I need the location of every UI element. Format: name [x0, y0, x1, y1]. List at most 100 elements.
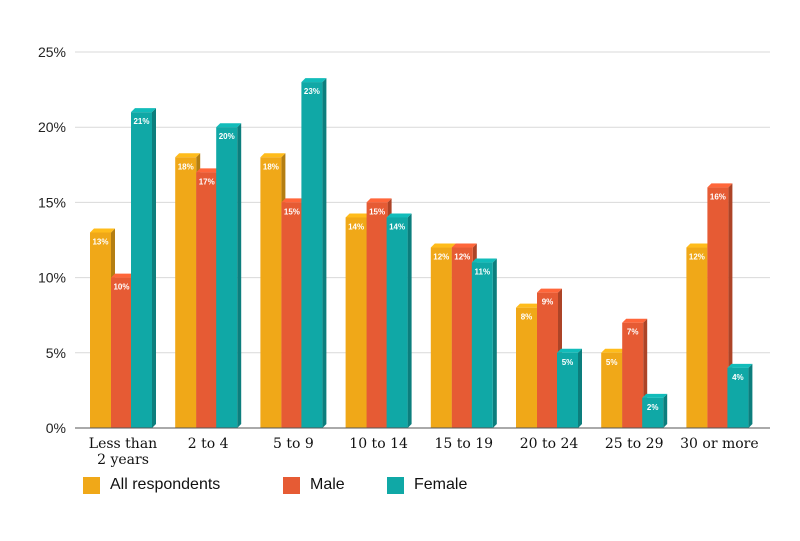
bar-female-30-or-more: [727, 367, 749, 428]
bar-top: [601, 348, 627, 353]
bar-female-20-to-24: [557, 352, 578, 428]
bar-top: [451, 243, 477, 248]
bar-top: [301, 78, 327, 83]
x-tick-label: 30 or more: [680, 436, 759, 452]
bar-side: [407, 213, 412, 428]
bar-male-20-to-24: [537, 292, 558, 428]
y-tick-label: 15%: [38, 194, 66, 210]
data-label: 11%: [475, 268, 491, 277]
bar-top: [430, 243, 456, 248]
y-tick-label: 20%: [38, 119, 66, 135]
legend-swatch-male: [283, 476, 300, 494]
bars: 13% 10% 21% 18% 17% 20% 18% 15% 23% 14% 15% 14% 12% 1…: [90, 78, 753, 428]
bar-male-2-to-4: [196, 172, 218, 428]
y-axis-ticks: 0% 5% 10% 15% 20% 25%: [38, 44, 66, 436]
bar-top: [386, 213, 412, 218]
x-tick-label: 2 to 4: [188, 436, 229, 452]
legend-label-female: Female: [414, 476, 468, 493]
data-label: 8%: [521, 313, 533, 322]
data-label: 5%: [562, 358, 574, 367]
x-tick-label: 25 to 29: [605, 436, 664, 452]
bar-female-less-than-2-years: [131, 112, 152, 428]
bar-top: [216, 123, 242, 128]
data-label: 21%: [133, 117, 149, 126]
bar-top: [557, 348, 582, 353]
bar-all-respondents-10-to-14: [345, 217, 367, 428]
bar-side: [152, 108, 156, 428]
x-tick-label: 15 to 19: [435, 436, 494, 452]
bar-male-10-to-14: [366, 202, 388, 428]
x-tick-label: 5 to 9: [273, 436, 314, 452]
bar-side: [578, 348, 582, 428]
data-label: 14%: [389, 222, 405, 231]
data-label: 17%: [199, 177, 215, 186]
bar-top: [281, 198, 307, 203]
bar-female-2-to-4: [216, 127, 238, 428]
legend-item-female: Female: [387, 476, 467, 494]
bar-side: [492, 258, 497, 428]
bar-male-5-to-9: [281, 202, 303, 428]
x-tick-label: 20 to 24: [520, 436, 579, 452]
data-label: 18%: [263, 162, 279, 171]
legend: All respondents Male Female: [0, 476, 800, 500]
bar-all-respondents-30-or-more: [686, 247, 708, 428]
legend-label-male: Male: [310, 476, 345, 493]
data-label: 18%: [178, 162, 194, 171]
data-label: 5%: [606, 358, 618, 367]
bar-top: [686, 243, 712, 248]
bar-all-respondents-2-to-4: [175, 157, 197, 428]
data-label: 16%: [710, 192, 726, 201]
bar-side: [322, 78, 327, 428]
bar-male-25-to-29: [622, 322, 644, 428]
legend-swatch-female: [387, 476, 404, 494]
bar-all-respondents-15-to-19: [430, 247, 452, 428]
bar-male-less-than-2-years: [111, 277, 132, 428]
bar-top: [471, 258, 497, 263]
y-tick-label: 10%: [38, 270, 66, 286]
data-label: 2%: [647, 403, 659, 412]
bar-male-15-to-19: [451, 247, 473, 428]
bar-top: [622, 318, 648, 323]
legend-item-all-respondents: All respondents: [83, 476, 220, 494]
y-tick-label: 0%: [46, 420, 66, 436]
data-label: 4%: [732, 373, 744, 382]
bar-side: [748, 363, 753, 428]
legend-label-all-respondents: All respondents: [110, 476, 221, 493]
y-tick-label: 5%: [46, 345, 66, 361]
data-label: 9%: [542, 298, 554, 307]
bar-side: [237, 123, 242, 428]
x-tick-label: Less than 2 years: [89, 436, 157, 468]
bar-female-5-to-9: [301, 82, 323, 428]
legend-swatch-all-respondents: [83, 476, 100, 494]
bar-side: [663, 393, 668, 428]
bar-top: [345, 213, 371, 218]
bar-top: [131, 108, 156, 113]
bar-female-25-to-29: [642, 397, 664, 428]
bar-all-respondents-25-to-29: [601, 352, 623, 428]
bar-top: [707, 183, 733, 188]
data-label: 12%: [433, 253, 449, 262]
bar-top: [90, 228, 115, 233]
x-axis-labels: Less than 2 years 2 to 4 5 to 9 10 to 14 15 t…: [89, 436, 759, 468]
legend-item-male: Male: [283, 476, 345, 494]
bar-top: [366, 198, 392, 203]
bar-top: [537, 288, 562, 293]
bar-top: [642, 393, 668, 398]
bar-chart: 0% 5% 10% 15% 20% 25% 13% 10% 21% 18% 17% 20% 18% 15…: [38, 44, 770, 468]
data-label: 15%: [284, 207, 300, 216]
data-label: 10%: [113, 283, 129, 292]
data-label: 20%: [219, 132, 235, 141]
data-label: 15%: [369, 207, 385, 216]
data-label: 23%: [304, 87, 320, 96]
data-label: 12%: [689, 253, 705, 262]
bar-all-respondents-5-to-9: [260, 157, 282, 428]
bar-male-30-or-more: [707, 187, 729, 428]
data-label: 7%: [627, 328, 639, 337]
bar-all-respondents-20-to-24: [516, 307, 537, 428]
x-tick-label: 10 to 14: [349, 436, 408, 452]
bar-top: [111, 273, 136, 278]
y-tick-label: 25%: [38, 44, 66, 60]
bar-female-15-to-19: [471, 262, 493, 428]
data-label: 12%: [454, 253, 470, 262]
bar-top: [260, 153, 286, 158]
